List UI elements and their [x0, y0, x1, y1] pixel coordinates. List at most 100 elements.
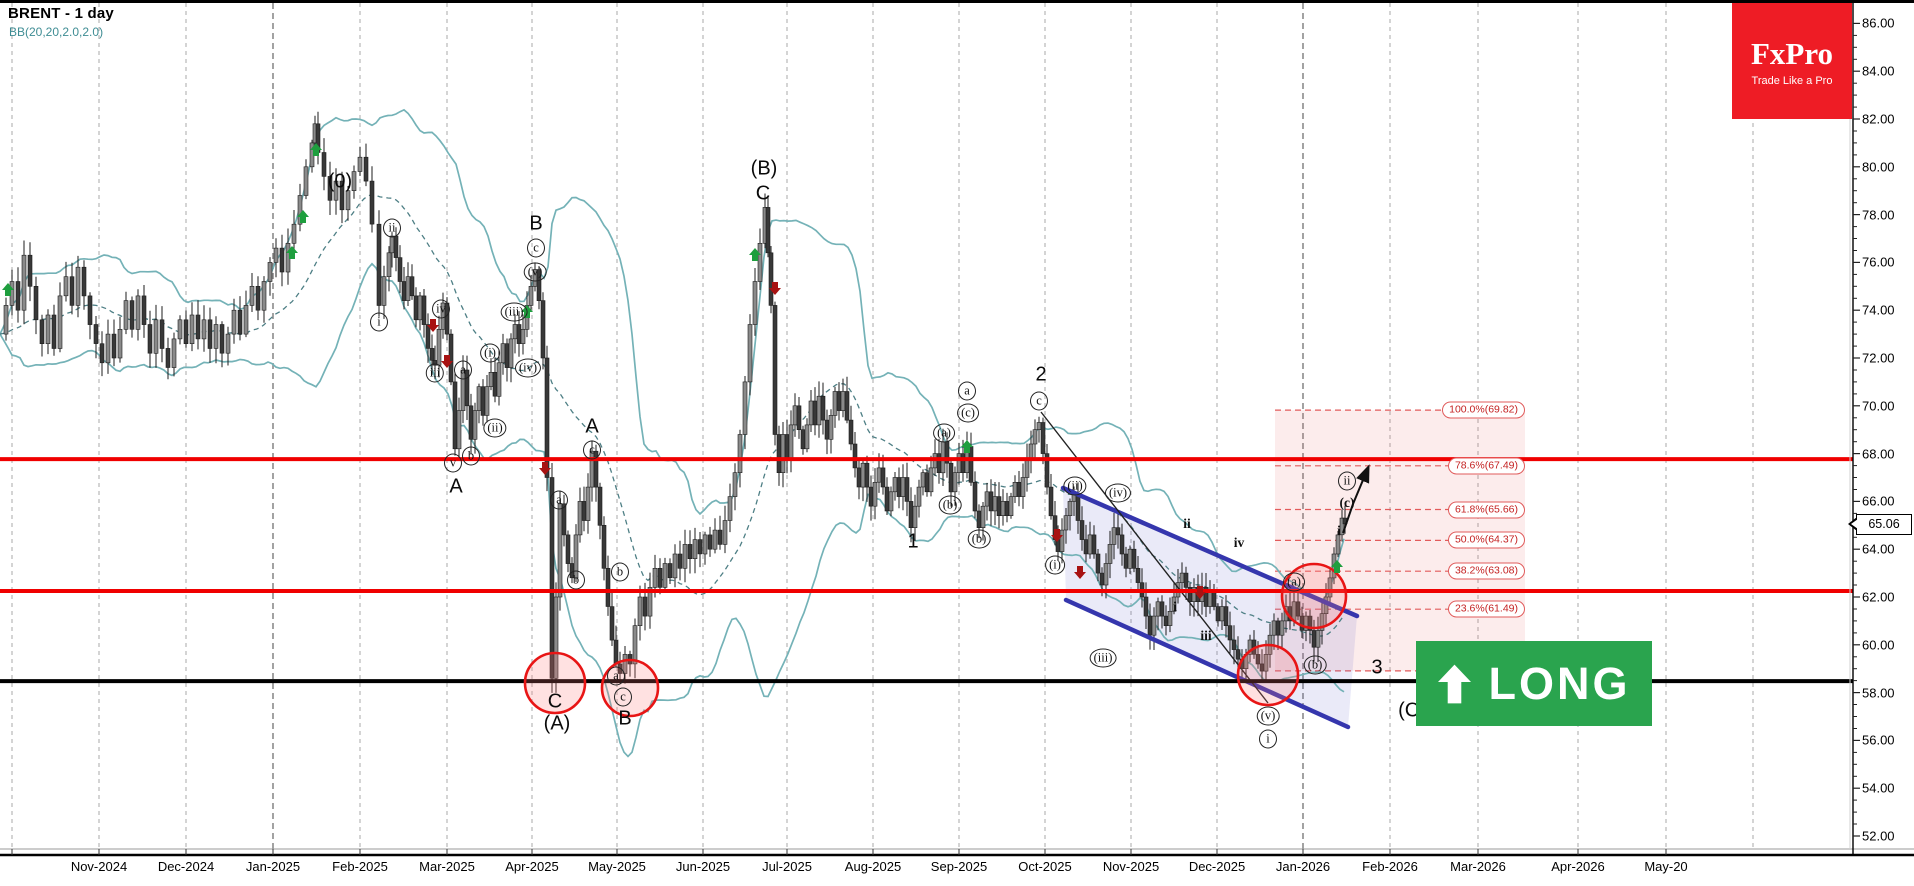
candle-body [828, 415, 834, 440]
candle-body [581, 501, 587, 521]
sell-signal-arrow-icon [769, 282, 781, 295]
month-label: Aug-2025 [844, 859, 902, 874]
candle-body [536, 269, 542, 302]
candle-body [1235, 649, 1241, 660]
candle-body [297, 195, 303, 225]
candle-body [279, 247, 285, 273]
candle-body [540, 300, 546, 359]
buy-signal-arrow-icon [749, 248, 761, 261]
candle-body [1163, 615, 1169, 626]
candle-body [532, 269, 538, 287]
candle-body [864, 462, 870, 488]
candle-body [800, 429, 806, 450]
candle-body [267, 262, 273, 282]
candle-body [747, 324, 753, 383]
candle-body [1227, 625, 1233, 641]
highlight-circle [1280, 562, 1348, 630]
sell-signal-arrow-icon [427, 319, 439, 332]
candle-body [376, 223, 382, 306]
candle-body [63, 276, 69, 297]
month-label: Jan-2026 [1275, 859, 1331, 874]
candle-body [1223, 606, 1229, 626]
candle-body [687, 544, 693, 560]
candle-body [363, 156, 369, 182]
candle-body [852, 443, 858, 469]
candle-body [752, 281, 758, 325]
candle-body [189, 314, 195, 345]
candle-body [1111, 527, 1117, 545]
candle-body [386, 252, 392, 278]
long-signal-banner: LONG [1416, 641, 1652, 726]
month-label: Nov-2024 [70, 859, 128, 874]
candle-body [948, 462, 954, 493]
price-label: 58.00 [1862, 685, 1895, 701]
month-label: Dec-2025 [1188, 859, 1246, 874]
candle-body [153, 319, 159, 354]
candle-body [476, 386, 482, 411]
candle-body [697, 539, 703, 555]
candle-body [1231, 639, 1237, 650]
candle-body [605, 567, 611, 607]
month-label: May-2025 [588, 859, 646, 874]
candle-body [662, 563, 668, 588]
candle-body [916, 486, 922, 507]
candle-body [1131, 548, 1137, 569]
candle-body [93, 324, 99, 344]
candle-body [1151, 615, 1157, 636]
candles-group [3, 111, 1348, 693]
candle-body [39, 319, 45, 344]
candle-body [432, 360, 438, 366]
candle-body [1040, 422, 1046, 454]
current-price-tag: 65.06 [1848, 513, 1912, 535]
candle-body [1028, 443, 1034, 459]
candle-body [123, 300, 129, 330]
candle-body [409, 276, 415, 297]
candle-body [1075, 493, 1081, 521]
candle-body [1048, 486, 1054, 517]
candle-body [996, 496, 1002, 517]
sell-signal-arrow-icon [1051, 529, 1063, 542]
candle-body [757, 243, 763, 282]
candle-body [727, 496, 733, 521]
candle-body [393, 235, 399, 258]
candle-body [732, 472, 738, 497]
buy-signal-arrow-icon [961, 440, 973, 453]
candle-body [141, 295, 147, 325]
candle-body [1327, 577, 1333, 598]
buy-signal-arrow-icon [310, 143, 322, 156]
candle-body [1115, 527, 1121, 536]
candle-body [1103, 563, 1109, 586]
candle-body [577, 501, 583, 536]
candle-body [884, 486, 890, 512]
candle-body [952, 472, 958, 493]
month-label: Apr-2026 [1551, 859, 1605, 874]
candle-body [980, 505, 986, 529]
price-label: 82.00 [1862, 111, 1895, 127]
month-label: Mar-2025 [419, 859, 475, 874]
candle-body [528, 285, 534, 306]
candle-body [1107, 544, 1113, 564]
candle-body [772, 305, 778, 435]
candle-body [976, 510, 982, 529]
candle-body [99, 343, 105, 364]
month-label: Jun-2025 [675, 859, 731, 874]
candle-body [848, 419, 854, 445]
highlight-circle [523, 651, 587, 715]
candle-body [345, 190, 351, 211]
candle-body [601, 524, 607, 569]
up-arrow-icon [1437, 664, 1471, 703]
candle-body [480, 386, 486, 416]
candle-body [876, 467, 882, 483]
candle-body [808, 400, 814, 426]
candle-body [924, 472, 930, 493]
candle-body [436, 328, 442, 366]
candle-body [1159, 601, 1165, 617]
candle-body [201, 319, 207, 340]
price-label: 78.00 [1862, 207, 1895, 223]
candle-body [908, 501, 914, 528]
candle-body [512, 324, 518, 340]
candle-body [249, 285, 255, 306]
price-label: 60.00 [1862, 637, 1895, 653]
candle-body [840, 391, 846, 411]
